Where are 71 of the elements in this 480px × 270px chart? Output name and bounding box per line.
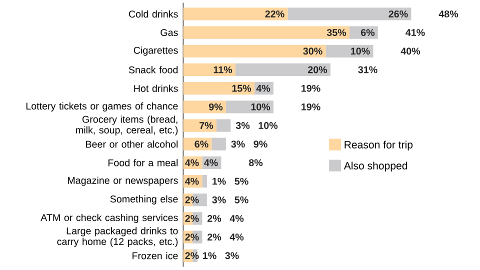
total-label: 19% bbox=[302, 103, 320, 110]
y-tick-label: Magazine or newspapers bbox=[68, 176, 178, 186]
data-label: 2% bbox=[208, 215, 222, 222]
bar bbox=[183, 100, 226, 114]
total-label: 5% bbox=[234, 196, 248, 204]
bar bbox=[183, 63, 236, 76]
y-tick-label: Food for a meal bbox=[108, 159, 178, 166]
total-label: 41% bbox=[406, 29, 425, 36]
data-label: 6% bbox=[194, 140, 208, 148]
data-label: 11% bbox=[214, 66, 232, 74]
y-tick-label: Frozen ice bbox=[132, 252, 178, 260]
data-label: 2% bbox=[208, 234, 222, 241]
data-label: 6% bbox=[360, 29, 375, 36]
y-tick-label: Snack food bbox=[128, 66, 178, 74]
data-label: 35% bbox=[326, 29, 346, 36]
data-label: 7% bbox=[200, 122, 214, 129]
bar bbox=[349, 26, 378, 39]
data-label: 4% bbox=[256, 84, 270, 92]
data-label: 30% bbox=[303, 48, 322, 55]
legend-label: Reason for trip bbox=[344, 140, 413, 151]
bar bbox=[235, 63, 330, 76]
bar bbox=[216, 119, 231, 132]
data-label: 2% bbox=[185, 252, 199, 260]
y-tick-label: Large packaged drinks to carry home (12 packs, etc.) bbox=[57, 227, 178, 247]
data-label: 20% bbox=[308, 66, 328, 74]
total-label: 40% bbox=[400, 48, 420, 55]
data-label: 4% bbox=[185, 178, 199, 185]
total-label: 48% bbox=[438, 10, 458, 18]
y-tick-label: Cigarettes bbox=[134, 46, 178, 56]
data-label: 10% bbox=[351, 48, 370, 55]
data-label: 3% bbox=[236, 122, 250, 129]
y-tick-label: Lottery tickets or games of chance bbox=[26, 102, 178, 112]
data-label: 26% bbox=[388, 10, 408, 18]
total-label: 3% bbox=[225, 252, 239, 260]
total-label: 19% bbox=[302, 84, 320, 92]
total-label: 9% bbox=[254, 140, 268, 148]
data-label: 22% bbox=[265, 10, 284, 18]
bar bbox=[202, 174, 207, 188]
total-label: 31% bbox=[358, 66, 378, 74]
data-label: 3% bbox=[212, 196, 226, 204]
bar bbox=[183, 119, 216, 132]
data-label: 10% bbox=[251, 103, 270, 110]
y-tick-label: Grocery items (bread, milk, soup, cereal, etc.) bbox=[76, 116, 178, 136]
data-label: 4% bbox=[185, 159, 199, 166]
total-label: 5% bbox=[234, 178, 248, 185]
y-tick-label: Gas bbox=[160, 29, 178, 36]
total-label: 4% bbox=[230, 234, 244, 241]
data-label: 1% bbox=[203, 252, 216, 260]
data-label: 2% bbox=[185, 215, 199, 222]
bar bbox=[183, 44, 326, 58]
total-label: 10% bbox=[258, 122, 278, 129]
data-label: 9% bbox=[208, 103, 223, 110]
bar bbox=[183, 26, 350, 39]
bar bbox=[183, 82, 254, 95]
total-label: 8% bbox=[248, 159, 263, 166]
y-tick-label: Hot drinks bbox=[134, 84, 178, 92]
bar bbox=[288, 8, 412, 20]
bar bbox=[183, 8, 288, 20]
bar bbox=[212, 138, 226, 150]
legend-label: Also shopped bbox=[344, 162, 408, 172]
data-label: 15% bbox=[232, 84, 252, 92]
y-tick-label: ATM or check cashing services bbox=[40, 214, 178, 224]
y-tick-label: Something else bbox=[110, 195, 178, 204]
data-label: 1% bbox=[212, 178, 226, 185]
y-tick-label: Beer or other alcohol bbox=[86, 140, 178, 148]
data-label: 3% bbox=[231, 140, 245, 148]
data-label: 4% bbox=[204, 159, 218, 166]
total-label: 4% bbox=[230, 215, 244, 222]
data-label: 2% bbox=[185, 234, 199, 241]
data-label: 2% bbox=[185, 196, 199, 204]
y-tick-label: Cold drinks bbox=[128, 10, 178, 18]
